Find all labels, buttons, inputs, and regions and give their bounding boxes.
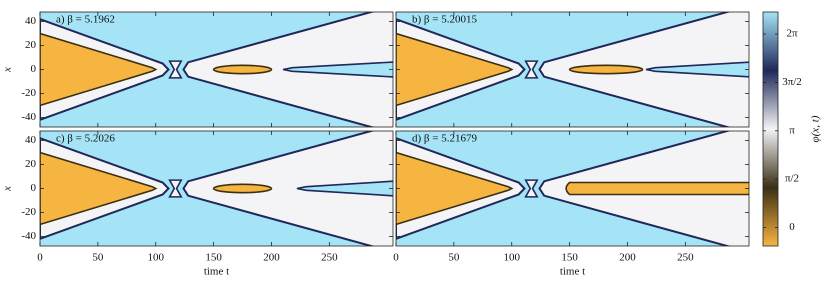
- bubble: [212, 183, 273, 194]
- colorbar-label: φ(x, t): [810, 115, 822, 142]
- panel-label: c) β = 5.2026: [56, 133, 115, 145]
- y-tick-label: -20: [21, 206, 36, 218]
- x-axis-label: time t: [204, 266, 229, 278]
- y-tick-label: 0: [31, 63, 37, 75]
- inner-wedge: [296, 180, 393, 197]
- neck: [168, 179, 183, 198]
- panel-label: a) β = 5.1962: [56, 14, 115, 26]
- neck: [524, 179, 539, 198]
- x-tick-label: 50: [448, 252, 460, 264]
- x-tick-label: 150: [205, 252, 222, 264]
- y-tick-label: -40: [21, 230, 36, 242]
- y-tick-label: 20: [25, 39, 37, 51]
- x-tick-label: 0: [393, 252, 399, 264]
- y-axis-label: x: [2, 186, 14, 192]
- y-tick-label: 40: [25, 15, 37, 27]
- panel: [40, 131, 393, 246]
- colorbar-tick-label: π/2: [785, 173, 799, 185]
- panel: [396, 131, 749, 246]
- core: [40, 151, 158, 226]
- core: [396, 32, 514, 107]
- y-tick-label: 20: [25, 158, 37, 170]
- y-tick-label: 0: [31, 182, 37, 194]
- panel: [396, 12, 749, 127]
- core: [40, 32, 158, 107]
- y-axis-label: x: [2, 67, 14, 73]
- x-tick-label: 200: [619, 252, 636, 264]
- inner-wedge: [282, 61, 393, 78]
- x-tick-label: 250: [321, 252, 338, 264]
- panel-label: b) β = 5.20015: [412, 14, 477, 26]
- x-tick-label: 0: [37, 252, 43, 264]
- x-tick-label: 100: [503, 252, 520, 264]
- wedge: [182, 131, 393, 246]
- y-tick-label: -20: [21, 87, 36, 99]
- inner-wedge: [645, 61, 749, 78]
- x-tick-label: 150: [561, 252, 578, 264]
- colorbar-tick-label: π: [789, 124, 795, 136]
- neck: [524, 60, 539, 79]
- colorbar: [762, 11, 779, 247]
- core: [396, 151, 514, 226]
- bubble: [568, 64, 644, 75]
- colorbar-tick-label: 0: [789, 221, 795, 233]
- wedge: [538, 12, 749, 127]
- colorbar-tick-label: 2π: [786, 28, 798, 40]
- x-tick-label: 200: [263, 252, 280, 264]
- x-tick-label: 100: [147, 252, 164, 264]
- y-tick-label: 40: [25, 134, 37, 146]
- x-axis-label: time t: [560, 266, 585, 278]
- x-tick-label: 50: [92, 252, 104, 264]
- panel-label: d) β = 5.21679: [412, 133, 477, 145]
- y-tick-label: -40: [21, 111, 36, 123]
- tail: [565, 181, 749, 196]
- colorbar-tick-label: 3π/2: [782, 76, 802, 88]
- x-tick-label: 250: [677, 252, 694, 264]
- bubble: [212, 64, 273, 75]
- neck: [168, 60, 183, 79]
- panel: [40, 12, 393, 127]
